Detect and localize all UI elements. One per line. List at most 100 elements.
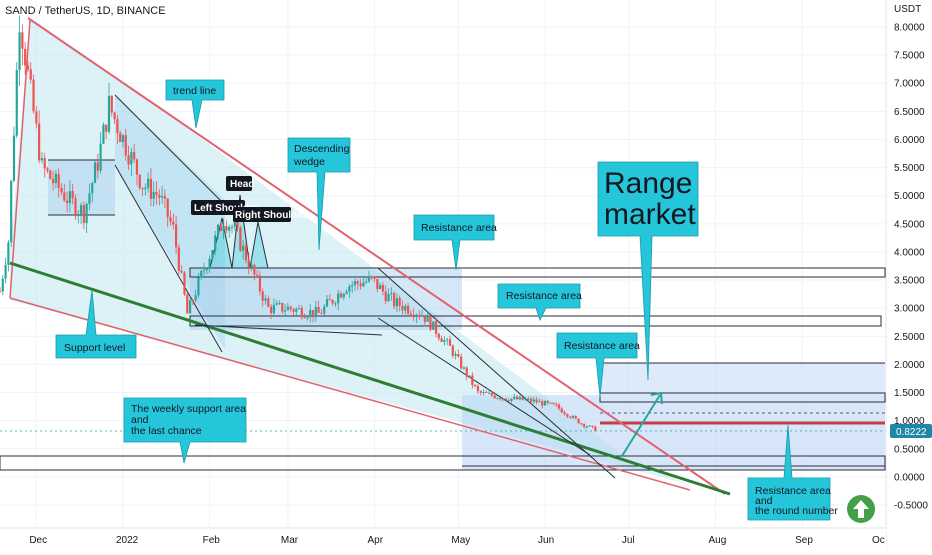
- candle-body: [1, 278, 4, 292]
- channel-line-d[interactable]: [377, 317, 591, 456]
- candle-body: [183, 272, 186, 295]
- scroll-to-realtime-button[interactable]: [847, 495, 875, 523]
- candle-body: [233, 221, 236, 227]
- projection-arrow[interactable]: [621, 394, 661, 457]
- candle-body: [116, 119, 119, 133]
- candle-body: [588, 425, 591, 427]
- candle-body: [557, 404, 561, 409]
- label-left-shoulder[interactable]: Left Shoulder: [191, 200, 259, 215]
- wedge-left-line[interactable]: [9, 19, 31, 299]
- candle-body: [15, 70, 18, 136]
- candle-body: [272, 304, 276, 314]
- candle-body: [121, 135, 125, 142]
- candle-body: [457, 354, 460, 357]
- price-axis-currency: USDT: [894, 4, 921, 15]
- callout-descending-wedge[interactable]: Descending wedge: [287, 137, 351, 251]
- wedge-fill: [10, 20, 690, 485]
- candle-body: [476, 386, 480, 392]
- channel-line-b[interactable]: [114, 164, 223, 353]
- candle-body: [353, 281, 357, 286]
- candle-body: [278, 302, 281, 304]
- time-axis[interactable]: [0, 528, 886, 550]
- candle-body: [342, 293, 345, 298]
- candle-body: [543, 400, 547, 406]
- callout-round-number[interactable]: Resistance area and the round number: [747, 424, 838, 521]
- time-tick-label: 2022: [116, 535, 139, 546]
- time-tick-label: Mar: [281, 535, 299, 546]
- candle-body: [57, 173, 60, 188]
- time-tick-label: Oc: [872, 535, 885, 546]
- candle-body: [144, 187, 147, 190]
- candle-body: [166, 198, 169, 218]
- price-tick-label: 2.5000: [894, 332, 925, 343]
- candle-body: [105, 124, 108, 132]
- resistance-box-4[interactable]: [0, 455, 886, 471]
- candle-body: [205, 268, 208, 271]
- symbol-title[interactable]: SAND / TetherUS, 1D, BINANCE: [5, 5, 166, 17]
- candle-body: [569, 416, 572, 418]
- callout-resistance-2[interactable]: Resistance area: [497, 283, 582, 322]
- candle-body: [256, 274, 259, 276]
- candle-body: [38, 123, 41, 161]
- candle-body: [219, 224, 222, 231]
- time-tick-label: Sep: [795, 535, 813, 546]
- callout-resistance-1[interactable]: Resistance area: [413, 214, 497, 271]
- callout-support-level[interactable]: Support level: [55, 289, 137, 359]
- candle-body: [202, 270, 206, 272]
- candle-body: [264, 298, 267, 301]
- candle-body: [230, 226, 234, 228]
- candle-body: [152, 191, 155, 199]
- channel-line-a[interactable]: [114, 94, 226, 206]
- callout-weekly-support-line1: The weekly support area: [131, 403, 246, 415]
- neckline[interactable]: [194, 324, 383, 336]
- candle-body: [10, 180, 13, 243]
- trend-line[interactable]: [27, 17, 726, 495]
- candle-body: [147, 178, 150, 188]
- candle-body: [552, 402, 555, 405]
- candle-body: [454, 354, 457, 356]
- resistance-box-3[interactable]: [599, 392, 886, 403]
- candle-body: [77, 214, 80, 217]
- price-axis[interactable]: [886, 0, 932, 550]
- label-left-shoulder-text: Left Shoulder: [194, 203, 259, 214]
- callout-round-number-line1: Resistance area: [755, 485, 831, 497]
- candle-body: [365, 281, 368, 283]
- callout-trend-line[interactable]: trend line: [165, 79, 225, 129]
- candle-body: [538, 401, 541, 403]
- time-tick-label: Jun: [538, 535, 554, 546]
- callout-weekly-support[interactable]: The weekly support area and the last cha…: [123, 397, 247, 464]
- channel-line-c[interactable]: [377, 267, 616, 479]
- callout-resistance-3[interactable]: Resistance area: [556, 332, 640, 398]
- candle-body: [253, 264, 256, 275]
- candle-body: [211, 250, 214, 259]
- label-right-shoulder[interactable]: Right Shoulder: [233, 207, 307, 222]
- candle-body: [54, 173, 57, 184]
- candle-body: [490, 392, 494, 396]
- candle-body: [60, 187, 63, 193]
- candle-body: [267, 298, 270, 307]
- candle-body: [379, 285, 382, 289]
- support-line[interactable]: [9, 261, 731, 496]
- candle-body: [292, 309, 295, 312]
- resistance-box-1[interactable]: [189, 267, 886, 278]
- candle-body: [555, 404, 558, 406]
- candle-body: [381, 285, 385, 292]
- support-line-lower[interactable]: [9, 297, 691, 491]
- candle-body: [283, 310, 287, 312]
- price-tick-label: 3.5000: [894, 276, 925, 287]
- label-head[interactable]: Head: [226, 176, 254, 191]
- candle-body: [574, 415, 577, 419]
- candle-body: [281, 302, 284, 312]
- callout-range-market[interactable]: Range market: [597, 161, 699, 381]
- candle-body: [328, 299, 331, 301]
- candle-body: [331, 300, 334, 304]
- candle-body: [130, 152, 133, 165]
- candle-body: [485, 391, 488, 393]
- candle-body: [149, 178, 153, 199]
- callout-range-market-line1: Range: [604, 167, 692, 200]
- price-tick-label: 6.0000: [894, 135, 925, 146]
- candle-body: [513, 396, 516, 399]
- price-tick-label: 5.5000: [894, 163, 925, 174]
